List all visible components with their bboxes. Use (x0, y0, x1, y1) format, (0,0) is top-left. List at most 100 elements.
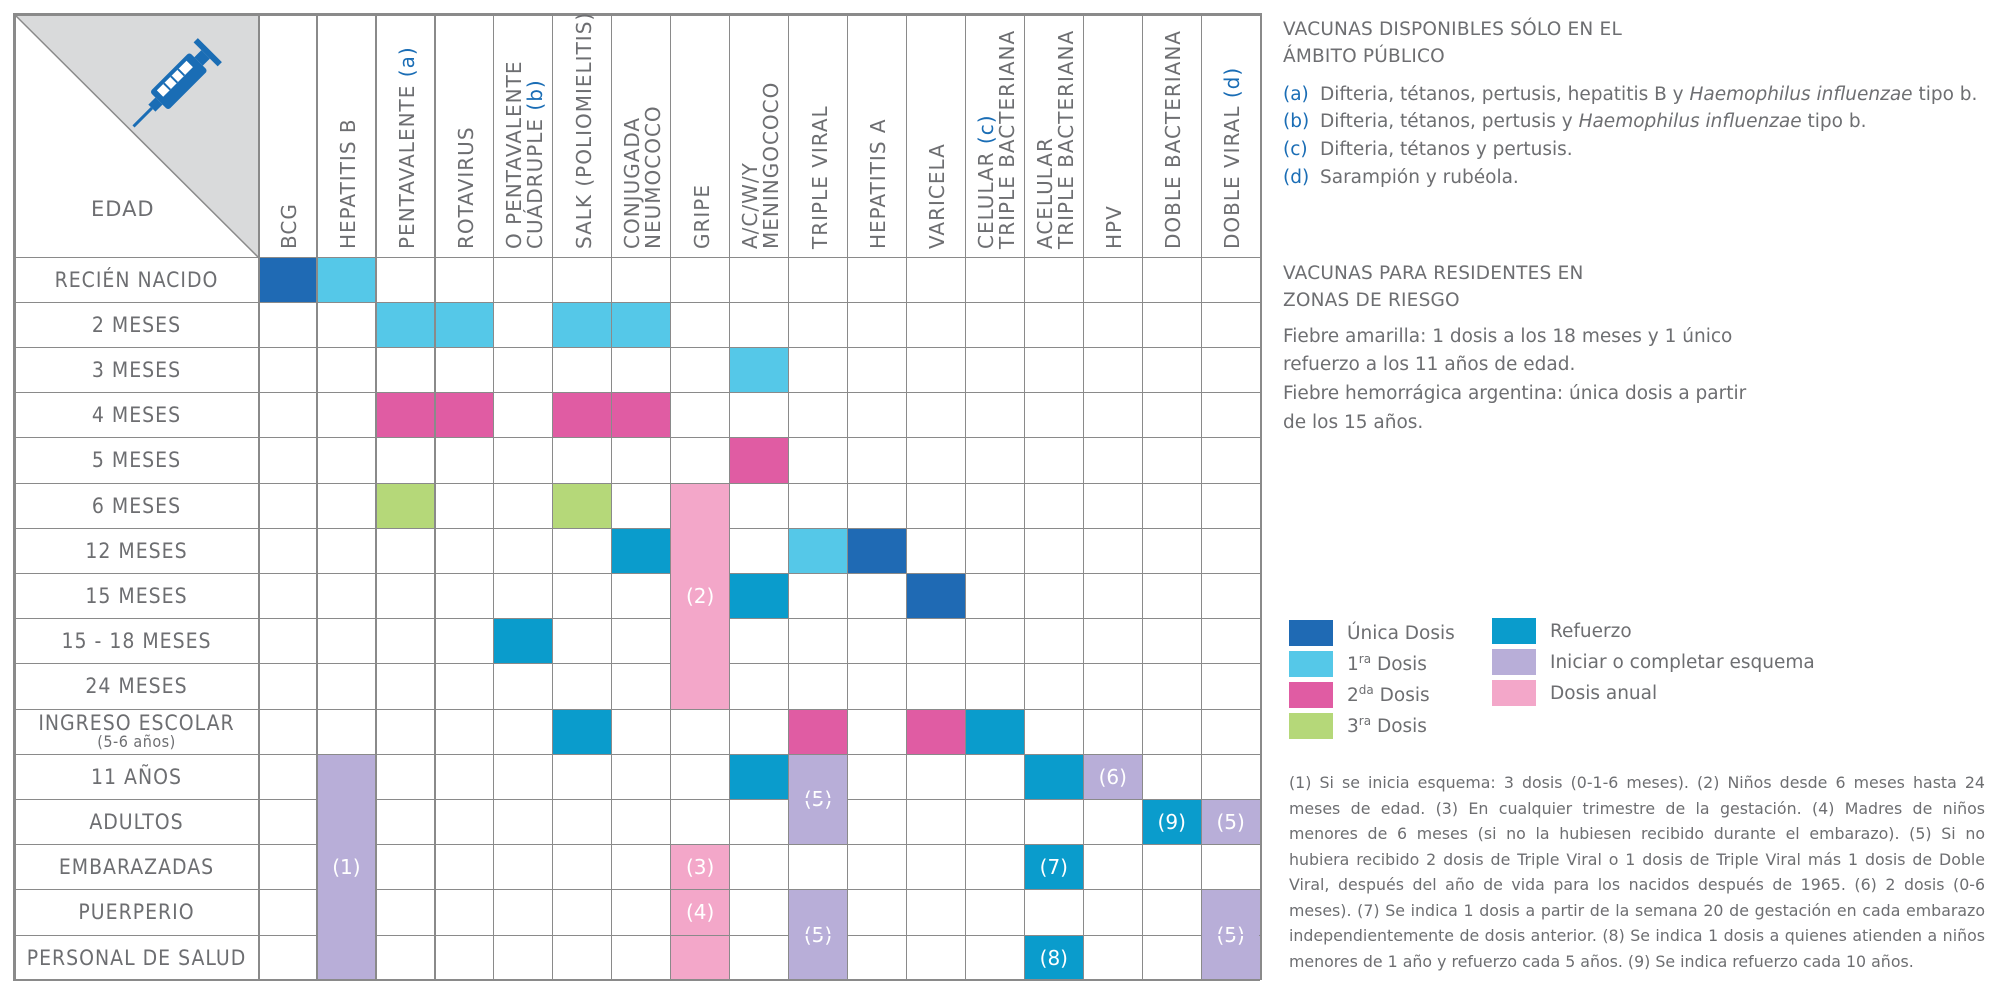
row-divider (13, 437, 1261, 439)
row-label: 15 - 18 MESES (15, 619, 258, 664)
schedule-cell-unica (906, 573, 966, 619)
syringe-icon (125, 29, 235, 129)
public-vaccines-title: VACUNAS DISPONIBLES SÓLO EN EL ÁMBITO PÚB… (1283, 19, 1622, 67)
schedule-cell-refuerzo (1024, 754, 1084, 800)
schedule-cell-dosis2 (788, 709, 848, 755)
row-label: PERSONAL DE SALUD (15, 935, 258, 980)
span-mask (317, 934, 376, 937)
column-header: HEPATITIS A (866, 118, 891, 249)
schedule-cell-refuerzo: (8) (1024, 935, 1084, 981)
schedule-cell-refuerzo (552, 709, 612, 755)
legend-label: 2da Dosis (1347, 683, 1430, 707)
row-divider (13, 934, 1261, 936)
row-divider (13, 256, 1261, 258)
schedule-cell-dosis1 (552, 302, 612, 348)
column-header: A/C/W/Y MENINGOCOCO (738, 81, 784, 249)
legend-item-refuerzo: Refuerzo (1492, 618, 1632, 644)
schedule-cell-dosis2 (906, 709, 966, 755)
row-divider (13, 798, 1261, 801)
column-divider (1200, 13, 1202, 981)
row-divider (13, 753, 1261, 755)
schedule-cell-dosis2 (375, 392, 435, 438)
span-mask (317, 843, 376, 846)
column-divider (1141, 13, 1143, 981)
row-label: INGRESO ESCOLAR (5-6 años) (15, 709, 258, 754)
span-mask (671, 572, 729, 575)
schedule-cell-dosis1 (611, 302, 671, 348)
schedule-cell-esquema: (5) (1201, 799, 1261, 845)
column-divider (905, 13, 908, 981)
vaccine-note: (a) Difteria, tétanos, pertusis, hepatiti… (1283, 81, 1983, 109)
column-header: HEPATITIS B (335, 118, 360, 249)
row-divider (13, 889, 1261, 891)
column-divider (375, 13, 377, 981)
legend-item-dosis2: 2da Dosis (1289, 682, 1430, 708)
row-label: 5 MESES (15, 438, 258, 483)
table-top-border (13, 13, 1261, 16)
schedule-cell-dosis1 (729, 347, 789, 393)
schedule-cell-dosis1 (434, 302, 494, 348)
row-label: 24 MESES (15, 664, 258, 709)
public-vaccines-section: VACUNAS DISPONIBLES SÓLO EN EL ÁMBITO PÚB… (1283, 17, 1983, 192)
span-mask (789, 934, 847, 937)
column-header: ACELULAR TRIPLE BACTERIANA (1032, 29, 1078, 249)
span-mask (317, 798, 376, 801)
row-label-text: 15 - 18 MESES (61, 629, 212, 654)
row-label: 4 MESES (15, 393, 258, 438)
span-mask (317, 888, 376, 892)
legend-item-anual: Dosis anual (1492, 680, 1657, 706)
note-text: Difteria, tétanos, pertusis, hepatitis B… (1320, 83, 1978, 105)
schedule-cell-dosis2 (611, 392, 671, 438)
footnotes: (1) Si se inicia esquema: 3 dosis (0-1-6… (1289, 773, 1985, 972)
row-divider (13, 844, 1261, 846)
schedule-cell-dosis3 (375, 483, 435, 529)
note-text: Sarampión y rubéola. (1320, 166, 1519, 188)
schedule-cell-refuerzo (729, 573, 789, 619)
schedule-cell-anual (670, 935, 730, 981)
schedule-cell-dosis1 (788, 528, 848, 574)
row-label-text: 24 MESES (85, 674, 188, 699)
column-header: BCG (276, 203, 301, 249)
column-header: PENTAVALENTE (a) (394, 46, 419, 249)
span-mask (789, 798, 847, 801)
span-mask (671, 527, 729, 530)
legend-swatch (1289, 651, 1333, 677)
schedule-cell-refuerzo (729, 754, 789, 800)
column-header: ROTAVIRUS (453, 126, 478, 249)
legend-swatch (1289, 682, 1333, 708)
schedule-cell-esquema: (6) (1083, 754, 1143, 800)
corner-label: EDAD (91, 197, 155, 221)
schedule-cell-unica (847, 528, 907, 574)
column-header: SALK (POLIOMIELITIS) (571, 11, 596, 249)
column-header: CONJUGADA NEUMOCOCO (620, 105, 666, 249)
column-divider (788, 13, 790, 981)
legend-item-dosis3: 3ra Dosis (1289, 713, 1427, 739)
row-label-text: 5 MESES (91, 448, 182, 473)
note-text: Difteria, tétanos, pertusis y Haemophilu… (1320, 111, 1867, 133)
column-divider (1023, 13, 1026, 981)
risk-zone-section: VACUNAS PARA RESIDENTES EN ZONAS DE RIESG… (1283, 261, 1983, 437)
span-mask (671, 662, 729, 666)
column-header: GRIPE (689, 184, 714, 249)
note-tag: (d) (1283, 166, 1310, 188)
column-header: O PENTAVALENTE CUÁDRUPLE (b) (502, 60, 548, 249)
row-label-text: 6 MESES (91, 493, 182, 518)
column-divider (670, 13, 672, 981)
column-divider (257, 13, 260, 981)
legend-swatch (1289, 713, 1333, 739)
legend-label: Única Dosis (1347, 622, 1455, 644)
row-label-text: PERSONAL DE SALUD (26, 945, 247, 970)
table-bottom-border (13, 978, 1261, 982)
column-header: TRIPLE VIRAL (807, 105, 832, 249)
row-divider (13, 618, 1261, 620)
row-label-text: ADULTOS (89, 809, 184, 834)
span-mask (671, 617, 729, 620)
row-label-sub: (5-6 años) (97, 732, 176, 752)
column-header: CELULAR (c) TRIPLE BACTERIANA (973, 29, 1019, 249)
schedule-cell-dosis1 (375, 302, 435, 348)
row-divider (13, 392, 1261, 394)
legend-item-esquema: Iniciar o completar esquema (1492, 649, 1815, 675)
column-divider (552, 13, 554, 981)
table-left-border (13, 13, 16, 981)
schedule-cell-refuerzo: (7) (1024, 844, 1084, 890)
